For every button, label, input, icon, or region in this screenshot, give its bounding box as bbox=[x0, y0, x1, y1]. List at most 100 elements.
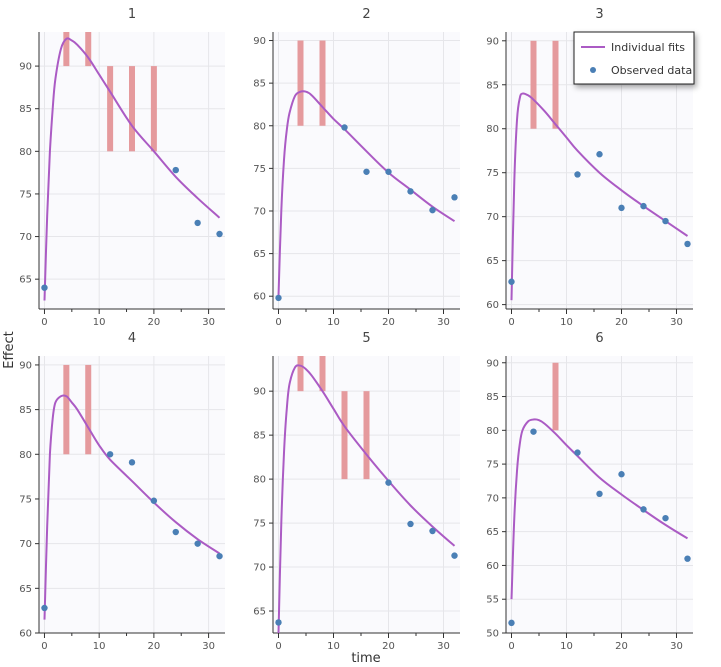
x-tick-label: 10 bbox=[93, 317, 106, 328]
observed-point bbox=[640, 202, 647, 210]
y-tick-label: 60 bbox=[19, 629, 32, 640]
x-tick-label: 0 bbox=[275, 317, 281, 328]
y-tick-label: 75 bbox=[486, 460, 499, 471]
observed-point bbox=[640, 506, 647, 513]
y-tick-label: 65 bbox=[486, 256, 499, 267]
observed-point bbox=[363, 168, 370, 175]
observed-point bbox=[451, 552, 458, 559]
observed-point bbox=[172, 166, 179, 174]
x-tick-label: 30 bbox=[202, 641, 215, 652]
y-tick-label: 65 bbox=[19, 275, 32, 286]
panel-title: 6 bbox=[595, 331, 603, 346]
observed-point bbox=[508, 619, 515, 627]
plot-area bbox=[39, 356, 225, 633]
y-tick-label: 70 bbox=[253, 563, 266, 574]
observed-point bbox=[684, 555, 691, 562]
observed-point bbox=[128, 459, 136, 466]
observed-point bbox=[41, 284, 48, 291]
y-tick-label: 90 bbox=[486, 358, 499, 369]
legend-entry-individual-fits: Individual fits bbox=[611, 41, 685, 54]
observed-point bbox=[618, 204, 625, 212]
observed-point bbox=[194, 540, 201, 547]
y-tick-label: 80 bbox=[486, 124, 499, 135]
panel-2: 60 65 70 75 80 85 90 0 10 20 30 2 bbox=[253, 7, 460, 328]
dose-bar bbox=[150, 66, 157, 152]
y-tick-label: 60 bbox=[253, 292, 266, 303]
individual-fit-line bbox=[43, 37, 221, 301]
panel-title: 4 bbox=[128, 331, 136, 346]
x-tick-label: 30 bbox=[670, 641, 683, 652]
observed-point bbox=[596, 490, 603, 498]
y-tick-label: 65 bbox=[253, 249, 266, 260]
y-tick-label: 70 bbox=[486, 212, 499, 223]
panel-5: 65 70 75 80 85 90 0 10 20 30 5 bbox=[253, 331, 460, 652]
y-tick-label: 85 bbox=[486, 392, 499, 403]
y-tick-label: 70 bbox=[253, 206, 266, 217]
y-axis-label: Effect bbox=[2, 331, 17, 368]
observed-point bbox=[106, 451, 114, 458]
legend-box bbox=[573, 31, 695, 85]
dose-bar bbox=[319, 356, 326, 392]
x-tick-label: 0 bbox=[41, 317, 47, 328]
observed-point bbox=[407, 188, 414, 195]
y-tick-label: 85 bbox=[253, 79, 266, 90]
individual-fit-line bbox=[510, 92, 689, 301]
observed-point bbox=[216, 552, 223, 560]
observed-point bbox=[172, 528, 179, 536]
y-tick-label: 90 bbox=[19, 360, 32, 371]
x-tick-label: 30 bbox=[670, 317, 683, 328]
panel-title: 1 bbox=[128, 7, 136, 22]
x-tick-label: 0 bbox=[508, 317, 514, 328]
panel-4: 60 65 70 75 80 85 90 0 10 20 30 4 bbox=[19, 331, 225, 652]
observed-point bbox=[662, 514, 669, 522]
legend-point-swatch bbox=[590, 67, 596, 73]
dose-bar bbox=[341, 391, 348, 480]
y-tick-label: 75 bbox=[253, 519, 266, 530]
observed-point bbox=[429, 527, 436, 535]
y-tick-label: 70 bbox=[19, 232, 32, 243]
x-tick-label: 0 bbox=[508, 641, 514, 652]
observed-point bbox=[662, 217, 669, 225]
panel-6: 50 55 60 65 70 75 80 85 90 0 10 20 30 6 bbox=[486, 331, 693, 652]
y-tick-label: 80 bbox=[253, 475, 266, 486]
observed-point bbox=[684, 240, 691, 248]
y-tick-label: 85 bbox=[253, 431, 266, 442]
x-tick-label: 10 bbox=[560, 317, 573, 328]
y-tick-label: 85 bbox=[19, 405, 32, 416]
observed-point bbox=[41, 604, 48, 612]
y-tick-label: 65 bbox=[253, 607, 266, 618]
y-tick-label: 80 bbox=[19, 450, 32, 461]
observed-point bbox=[275, 294, 282, 302]
x-tick-label: 30 bbox=[202, 317, 215, 328]
individual-fit-line bbox=[43, 394, 221, 620]
x-tick-label: 20 bbox=[148, 317, 161, 328]
dose-bar bbox=[85, 364, 92, 455]
y-tick-label: 60 bbox=[486, 561, 499, 572]
observed-point bbox=[451, 194, 458, 201]
dose-bar bbox=[319, 40, 326, 126]
legend[interactable]: Individual fits Observed data bbox=[573, 31, 695, 85]
x-tick-label: 0 bbox=[41, 641, 47, 652]
x-tick-label: 10 bbox=[327, 317, 340, 328]
y-tick-label: 65 bbox=[486, 527, 499, 538]
dose-bar bbox=[552, 362, 559, 431]
observed-point bbox=[385, 168, 392, 175]
y-tick-label: 75 bbox=[486, 168, 499, 179]
individual-fit-line bbox=[277, 364, 456, 634]
x-tick-label: 10 bbox=[327, 641, 340, 652]
panel-3: 60 65 70 75 80 85 90 0 10 20 30 3 bbox=[486, 7, 693, 328]
y-tick-label: 75 bbox=[253, 164, 266, 175]
observed-point bbox=[216, 230, 223, 238]
y-tick-label: 90 bbox=[253, 387, 266, 398]
observed-point bbox=[150, 497, 158, 504]
observed-point bbox=[194, 219, 201, 227]
observed-point bbox=[341, 124, 348, 131]
panel-1: 65 70 75 80 85 90 0 10 20 30 1 bbox=[19, 7, 225, 328]
y-tick-label: 65 bbox=[19, 584, 32, 595]
dose-bar bbox=[63, 32, 70, 67]
observed-point bbox=[574, 171, 581, 178]
observed-point bbox=[429, 206, 436, 214]
y-tick-label: 90 bbox=[19, 62, 32, 73]
